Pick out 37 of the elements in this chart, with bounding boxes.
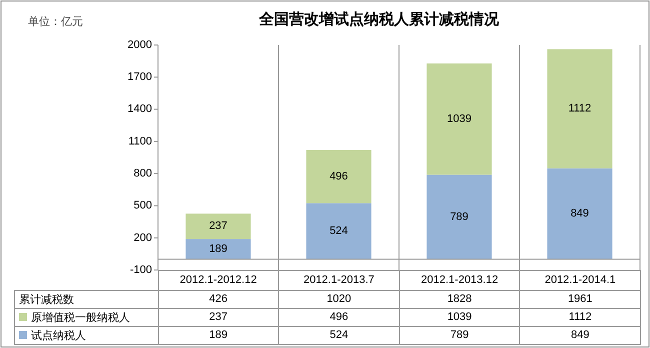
y-tick-label: 1100 <box>128 135 152 148</box>
text: 237 <box>158 308 279 326</box>
data-label: 1039 <box>447 112 472 125</box>
x-tick-label: 2012.1-2013.7 <box>278 270 400 290</box>
text: 189 <box>158 326 279 344</box>
total-label: 1961 <box>520 290 640 308</box>
data-label: 789 <box>450 210 468 223</box>
text: 524 <box>278 326 400 344</box>
data-label: 849 <box>570 208 589 220</box>
total-label: 1020 <box>278 290 400 308</box>
data-label: 524 <box>330 225 348 238</box>
text: 1039 <box>399 308 520 326</box>
y-tick-label: 800 <box>134 167 152 180</box>
data-label: 1112 <box>568 102 592 115</box>
y-tick-label: 1400 <box>128 103 152 116</box>
text: 789 <box>399 326 520 344</box>
legend-label: 试点纳税人 <box>14 326 158 344</box>
data-label: 496 <box>330 170 348 182</box>
total-label: 426 <box>158 290 279 308</box>
text: 累计减税数 <box>14 290 158 308</box>
y-axis-title: 单位：亿元 <box>28 14 83 28</box>
legend-label: 原增值税一般纳税人 <box>14 308 158 326</box>
x-tick-label: 2012.1-2012.12 <box>158 270 279 290</box>
y-tick-label: -100 <box>130 264 152 276</box>
text: 1112 <box>520 308 640 326</box>
total-label: 1828 <box>399 290 520 308</box>
data-label: 237 <box>209 220 228 232</box>
text: 849 <box>520 326 640 344</box>
x-tick-label: 2012.1-2014.1 <box>520 270 640 290</box>
data-label: 189 <box>209 243 228 256</box>
y-tick-label: 2000 <box>128 38 152 51</box>
chart-title: 全国营改增试点纳税人累计减税情况 <box>258 10 500 28</box>
x-tick-label: 2012.1-2013.12 <box>399 270 520 290</box>
text: 496 <box>278 308 400 326</box>
y-tick-label: 200 <box>134 232 152 244</box>
y-tick-label: 1700 <box>128 71 152 84</box>
y-tick-label: 500 <box>134 200 152 212</box>
